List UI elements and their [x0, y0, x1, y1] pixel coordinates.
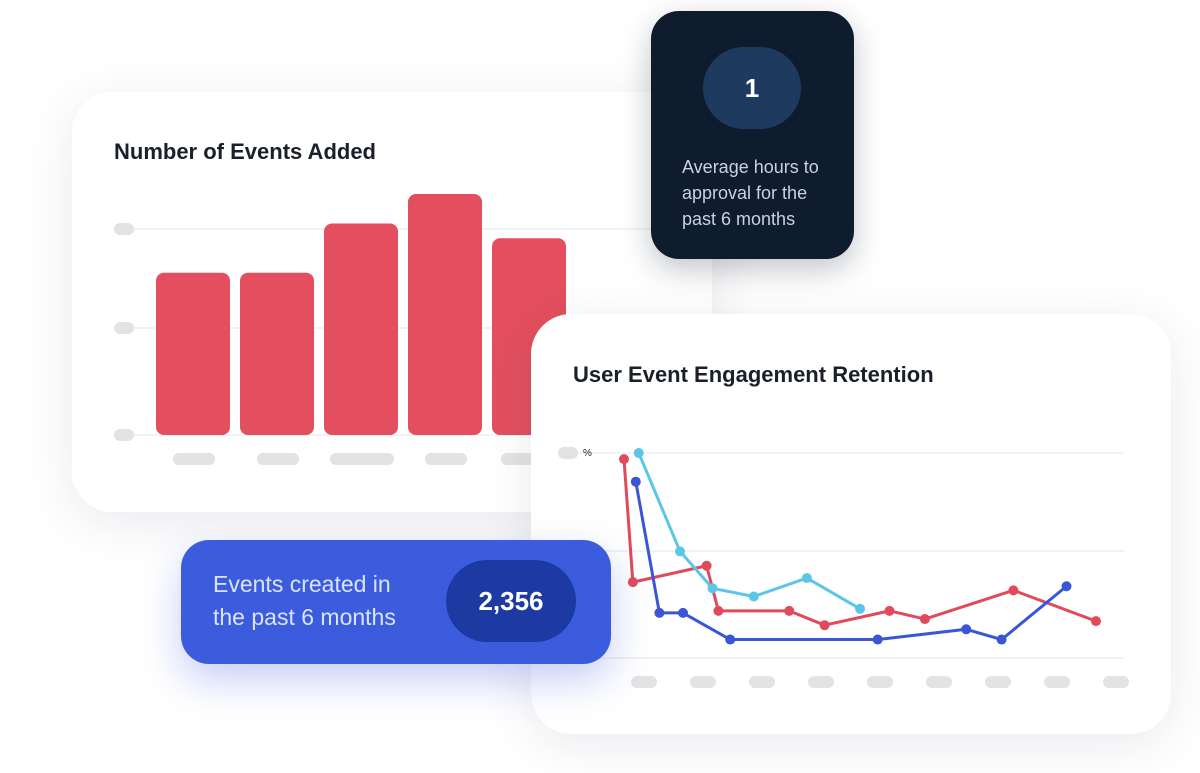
data-point	[872, 634, 883, 645]
data-point	[884, 605, 895, 616]
x-tick-placeholder	[808, 676, 834, 688]
events-created-value: 2,356	[446, 560, 576, 642]
x-tick-placeholder	[926, 676, 952, 688]
x-tick-placeholder	[257, 453, 299, 465]
retention-chart-title: User Event Engagement Retention	[573, 362, 934, 387]
events-created-caption: Events created in the past 6 months	[213, 571, 396, 630]
x-tick-placeholder	[749, 676, 775, 688]
data-point	[748, 591, 759, 602]
data-point	[855, 603, 865, 614]
data-point	[633, 448, 644, 458]
x-tick-placeholder	[501, 453, 535, 465]
x-tick-placeholder	[330, 453, 394, 465]
data-point	[627, 577, 638, 588]
data-point	[725, 634, 736, 645]
data-point	[961, 624, 972, 635]
data-point	[713, 605, 724, 616]
events-chart-title: Number of Events Added	[114, 139, 376, 164]
y-tick-placeholder	[114, 223, 134, 235]
y-tick-placeholder	[114, 429, 134, 441]
x-tick-placeholder	[1103, 676, 1129, 688]
bar	[156, 272, 230, 435]
data-point	[654, 607, 665, 618]
series-line	[622, 459, 1097, 627]
data-point	[801, 573, 812, 584]
x-tick-placeholder	[690, 676, 716, 688]
data-point	[1008, 585, 1019, 596]
data-point	[630, 476, 641, 487]
retention-card: User Event Engagement Retention %	[531, 314, 1171, 734]
y-tick-placeholder	[558, 447, 578, 459]
x-tick-placeholder	[425, 453, 467, 465]
approval-hours-card: 1 Average hours to approval for the past…	[651, 11, 854, 259]
data-point	[996, 634, 1007, 645]
bar	[324, 223, 398, 435]
data-point	[701, 560, 712, 571]
approval-hours-value: 1	[703, 47, 801, 129]
data-point	[707, 583, 718, 594]
bar	[240, 272, 314, 435]
data-point	[1061, 581, 1072, 592]
events-bar-chart	[114, 194, 662, 465]
data-point	[675, 546, 686, 557]
approval-hours-caption: Average hours to approval for the past 6…	[682, 157, 819, 229]
events-created-card: Events created in the past 6 months 2,35…	[181, 540, 611, 664]
x-tick-placeholder	[867, 676, 893, 688]
x-tick-placeholder	[985, 676, 1011, 688]
x-tick-placeholder	[173, 453, 215, 465]
data-point	[1091, 616, 1101, 627]
y-axis-unit: %	[583, 448, 592, 459]
y-tick-placeholder	[114, 322, 134, 334]
data-point	[678, 607, 688, 618]
x-tick-placeholder	[631, 676, 657, 688]
data-point	[619, 454, 629, 465]
data-point	[919, 614, 930, 625]
series-line	[634, 481, 1068, 642]
x-tick-placeholder	[1044, 676, 1070, 688]
data-point	[784, 605, 795, 616]
bar	[408, 194, 482, 435]
retention-line-chart: %	[558, 447, 1129, 688]
series-line	[637, 452, 861, 611]
data-point	[819, 620, 830, 631]
events-added-card: Number of Events Added	[72, 92, 712, 512]
